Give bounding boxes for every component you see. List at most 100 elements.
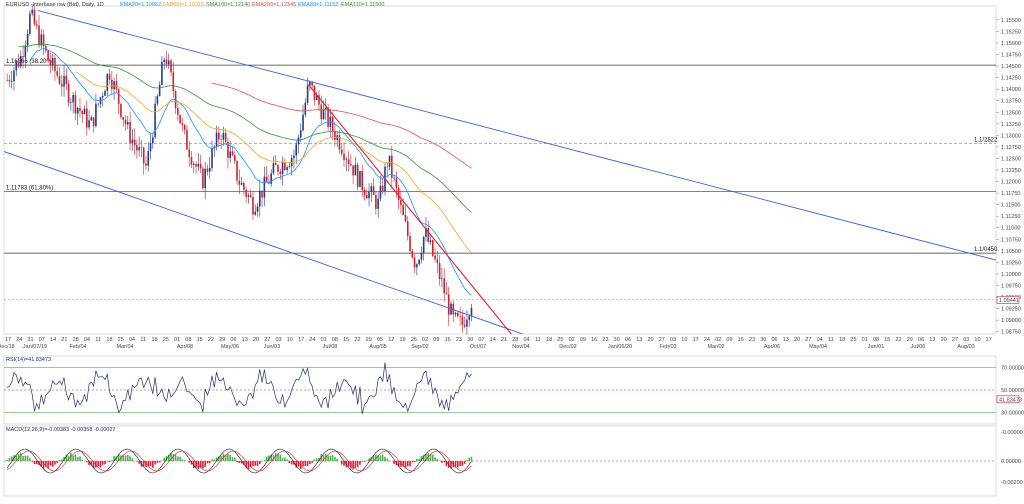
candle-body	[436, 259, 439, 264]
y-tick-label: 1.13500	[1001, 110, 1021, 116]
candle-body	[259, 190, 261, 207]
y-tick-label: 1.14750	[1001, 53, 1021, 59]
candle-body	[279, 171, 282, 175]
macd-bar	[281, 457, 284, 461]
macd-bar	[372, 455, 375, 461]
x-tick-label: 04	[523, 337, 529, 343]
macd-bar	[88, 461, 90, 466]
x-tick-label: 02	[422, 337, 428, 343]
macd-bar	[445, 461, 448, 467]
candle-body	[295, 144, 298, 156]
macd-bar	[15, 455, 18, 461]
candle-body	[381, 185, 384, 192]
x-tick-label: 09	[580, 337, 586, 343]
macd-bar	[441, 461, 443, 463]
candle-body	[372, 186, 375, 195]
macd-bar	[413, 461, 416, 463]
macd-bar	[47, 461, 49, 469]
macd-bar	[202, 461, 204, 469]
macd-bar	[329, 455, 332, 461]
candle-body	[454, 312, 457, 315]
candle-body	[284, 162, 286, 170]
candle-body	[58, 75, 61, 84]
macd-bar	[279, 454, 282, 461]
macd-bar	[402, 461, 404, 467]
x-tick-label: 07	[478, 337, 484, 343]
candle-body	[245, 189, 247, 197]
x-month-label: Mar/02	[707, 344, 724, 350]
candle-body	[165, 59, 168, 65]
x-tick-label: 01	[174, 337, 180, 343]
header-indicator-1: EMA50=1.10315	[163, 2, 204, 8]
macd-bar	[26, 455, 29, 461]
candle-body	[190, 157, 193, 165]
candle-body	[236, 161, 238, 181]
macd-bar	[129, 456, 131, 461]
macd-bar	[454, 461, 457, 468]
macd-bar	[10, 456, 13, 461]
candle-body	[438, 263, 441, 280]
main-panel	[3, 5, 997, 335]
x-tick-label: 12	[388, 337, 394, 343]
x-month-label: Dec/18	[0, 344, 15, 350]
macd-bar	[343, 461, 345, 466]
x-tick-label: 28	[512, 337, 518, 343]
candle-body	[288, 166, 291, 168]
x-tick-label: 29	[219, 337, 225, 343]
candle-body	[99, 97, 102, 104]
x-month-label: May/04	[809, 344, 827, 350]
x-tick-label: 03	[670, 337, 676, 343]
candle-body	[215, 132, 218, 147]
macd-bar	[24, 455, 27, 461]
macd-bar	[457, 461, 459, 468]
y-tick-label: 1.10750	[1001, 237, 1021, 243]
candle-body	[199, 163, 202, 169]
macd-bar	[42, 461, 45, 469]
x-tick-label: 25	[557, 337, 563, 343]
x-tick-label: 18	[546, 337, 552, 343]
x-tick-label: 27	[264, 337, 270, 343]
macd-bar	[90, 461, 93, 466]
x-tick-label: 17	[986, 337, 992, 343]
macd-bar	[452, 461, 455, 468]
x-month-label: Dec/02	[559, 344, 576, 350]
y-tick-label: 1.10000	[1001, 272, 1021, 278]
candle-body	[152, 137, 154, 144]
candle-body	[447, 294, 450, 315]
candle-body	[302, 114, 304, 131]
macd-bar	[397, 461, 400, 467]
macd-bar	[429, 454, 432, 461]
macd-bar	[170, 453, 172, 461]
candle-body	[350, 164, 352, 166]
header-indicator-5: EMA110=1.11500	[341, 2, 384, 8]
candle-body	[17, 61, 20, 67]
candle-body	[149, 143, 152, 152]
candle-body	[420, 253, 423, 260]
x-tick-label: 17	[5, 337, 11, 343]
x-tick-label: 17	[298, 337, 304, 343]
macd-bar	[29, 458, 31, 461]
x-tick-label: 18	[106, 337, 112, 343]
candle-body	[325, 107, 327, 110]
candle-body	[336, 135, 338, 141]
y-tick-label: 1.12250	[1001, 168, 1021, 174]
macd-bar	[459, 461, 461, 467]
macd-bar	[299, 461, 302, 469]
candle-body	[315, 95, 318, 100]
candle-body	[111, 79, 113, 90]
macd-bar	[265, 456, 268, 461]
x-tick-label: 10	[974, 337, 980, 343]
macd-bar	[106, 461, 109, 462]
candle-body	[243, 182, 245, 190]
fib-level-label: 1.11783 (61.80%)	[6, 186, 53, 192]
x-month-label: Feb/03	[659, 344, 676, 350]
macd-bar	[379, 455, 382, 461]
macd-bar	[195, 461, 197, 468]
y-tick-label: 1.10500	[1001, 249, 1021, 255]
candle-body	[370, 186, 373, 192]
macd-bar	[443, 461, 445, 463]
x-month-label: Jan/06/20	[608, 344, 632, 350]
candle-body	[88, 120, 90, 128]
candle-body	[402, 205, 404, 215]
y-tick-label: 1.13750	[1001, 99, 1021, 105]
